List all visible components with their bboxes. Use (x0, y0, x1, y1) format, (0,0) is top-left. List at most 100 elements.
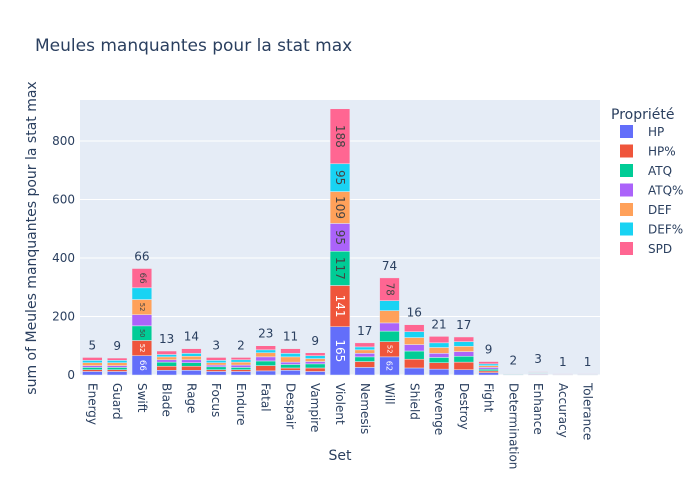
bar-segment[interactable] (156, 365, 177, 371)
bar-segment[interactable] (82, 362, 103, 366)
bar-segment[interactable] (255, 365, 276, 372)
bar-segment[interactable] (156, 361, 177, 367)
bar-segment[interactable] (255, 370, 276, 376)
bar-segment[interactable] (230, 359, 252, 363)
bar-segment[interactable] (428, 347, 450, 354)
bar-segment[interactable] (453, 356, 474, 363)
bar-segment[interactable] (379, 300, 400, 311)
bar-segment[interactable] (82, 369, 103, 372)
bar-segment[interactable] (280, 348, 301, 354)
legend-swatch[interactable] (620, 164, 633, 177)
bar-segment[interactable] (106, 362, 128, 366)
legend-item-label[interactable]: DEF (648, 203, 672, 217)
bar-segment[interactable] (329, 108, 351, 165)
legend-swatch[interactable] (620, 183, 633, 197)
bar-segment[interactable] (428, 353, 450, 358)
bar-segment[interactable] (354, 356, 375, 362)
bar-segment[interactable] (453, 336, 474, 342)
bar-segment[interactable] (255, 360, 276, 366)
bar-segment[interactable] (478, 363, 499, 366)
bar-segment[interactable] (131, 268, 153, 289)
bar-segment[interactable] (131, 287, 153, 300)
bar-segment[interactable] (156, 359, 177, 363)
bar-segment[interactable] (82, 360, 103, 363)
bar-segment[interactable] (131, 314, 153, 327)
bar-segment[interactable] (181, 370, 202, 376)
bar-segment[interactable] (428, 336, 450, 344)
bar-segment[interactable] (305, 367, 326, 372)
bar-segment[interactable] (428, 368, 450, 376)
bar-segment[interactable] (354, 346, 375, 351)
bar-segment[interactable] (206, 366, 227, 370)
bar-segment[interactable] (156, 370, 177, 376)
bar-segment[interactable] (305, 371, 326, 376)
bar-segment[interactable] (255, 349, 276, 354)
bar-segment[interactable] (230, 367, 252, 370)
bar-segment[interactable] (206, 364, 227, 368)
bar-segment[interactable] (453, 351, 474, 357)
bar-segment[interactable] (230, 369, 252, 372)
bar-segment[interactable] (453, 346, 474, 352)
bar-segment[interactable] (106, 357, 128, 361)
bar-segment[interactable] (428, 357, 450, 363)
bar-segment[interactable] (280, 356, 301, 363)
legend-swatch[interactable] (620, 222, 633, 236)
bar-segment[interactable] (305, 358, 326, 362)
legend-item-label[interactable]: ATQ (648, 164, 672, 178)
bar-segment[interactable] (404, 331, 425, 338)
legend-item-label[interactable]: SPD (648, 242, 672, 256)
bar-segment[interactable] (206, 369, 227, 372)
bar-segment[interactable] (255, 352, 276, 358)
bar-segment[interactable] (280, 361, 301, 365)
bar-segment[interactable] (379, 330, 400, 342)
legend-item-label[interactable]: ATQ% (648, 184, 683, 198)
bar-segment[interactable] (478, 370, 499, 373)
bar-segment[interactable] (379, 310, 400, 324)
bar-segment[interactable] (478, 372, 499, 376)
bar-segment[interactable] (280, 367, 301, 371)
bar-segment[interactable] (82, 371, 103, 376)
bar-segment[interactable] (305, 352, 326, 356)
bar-segment[interactable] (305, 355, 326, 359)
bar-segment[interactable] (305, 361, 326, 365)
bar-segment[interactable] (106, 365, 128, 368)
bar-segment[interactable] (206, 357, 227, 361)
bar-segment[interactable] (404, 350, 425, 360)
bar-segment[interactable] (106, 367, 128, 370)
bar-segment[interactable] (255, 356, 276, 362)
bar-segment[interactable] (478, 368, 499, 372)
bar-segment[interactable] (280, 370, 301, 376)
bar-segment[interactable] (404, 337, 425, 345)
bar-segment[interactable] (156, 356, 177, 361)
legend-swatch[interactable] (620, 125, 633, 138)
bar-segment[interactable] (206, 360, 227, 363)
bar-segment[interactable] (453, 369, 474, 376)
bar-segment[interactable] (404, 358, 425, 369)
bar-segment[interactable] (354, 367, 375, 376)
bar-segment[interactable] (156, 350, 177, 355)
bar-segment[interactable] (255, 345, 276, 351)
bar-segment[interactable] (478, 365, 499, 368)
bar-segment[interactable] (181, 365, 202, 371)
bar-segment[interactable] (305, 363, 326, 369)
legend-swatch[interactable] (620, 203, 633, 216)
bar-segment[interactable] (181, 356, 202, 361)
bar-segment[interactable] (404, 367, 425, 376)
bar-segment[interactable] (453, 361, 474, 370)
bar-segment[interactable] (478, 367, 499, 370)
bar-segment[interactable] (428, 342, 450, 348)
bar-segment[interactable] (404, 344, 425, 352)
bar-segment[interactable] (354, 353, 375, 358)
legend[interactable]: Propriété HP HP% ATQ ATQ% DEF DEF% SPD (611, 107, 683, 256)
bar-segment[interactable] (181, 359, 202, 363)
legend-item-label[interactable]: DEF% (648, 223, 683, 237)
bar-segment[interactable] (106, 369, 128, 372)
bar-segment[interactable] (106, 371, 128, 376)
bar-segment[interactable] (379, 322, 400, 332)
bar-segment[interactable] (181, 348, 202, 354)
bar-segment[interactable] (230, 357, 252, 361)
bar-segment[interactable] (82, 357, 103, 361)
bar-segment[interactable] (181, 362, 202, 367)
bar-segment[interactable] (354, 342, 375, 348)
bar-segment[interactable] (181, 353, 202, 357)
